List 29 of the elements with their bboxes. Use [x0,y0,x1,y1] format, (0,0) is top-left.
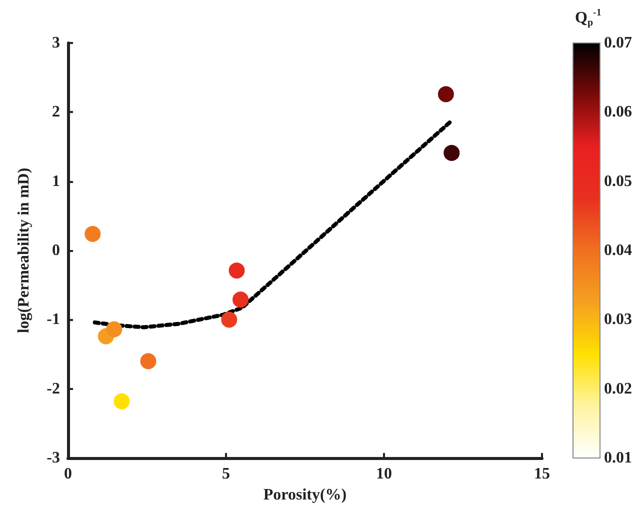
x-axis-title: Porosity(%) [263,486,347,504]
point [444,144,460,161]
x-tick-label: 5 [222,466,230,482]
color-bar-label: 0.03 [604,311,632,328]
y-tick-label: 2 [52,104,60,121]
point [232,292,249,308]
point [438,86,454,102]
point [114,393,130,410]
point [140,353,156,370]
color-bar-label: 0.05 [604,172,632,190]
y-tick-label: 0 [52,242,60,259]
point [84,226,101,242]
y-tick-label: 3 [52,34,60,52]
color-bar-label: 0.06 [604,104,632,121]
color-bar-label: 0.04 [604,242,632,259]
x-tick-label: 10 [376,466,392,482]
y-tick-label: -3 [46,450,60,466]
point [221,312,238,328]
color-bar-label: 0.07 [604,34,632,52]
y-tick-label: 1 [52,172,60,190]
point [228,262,245,279]
y-axis-title: log(Permeability in mD) [16,168,32,334]
y-tick-label: -1 [46,311,60,328]
point [106,321,122,338]
color-bar-label: 0.01 [604,450,632,466]
color-bar-label: 0.02 [604,380,632,398]
x-tick-label: 15 [534,466,550,482]
x-tick-label: 0 [64,466,72,482]
y-tick-label: -2 [46,380,60,398]
